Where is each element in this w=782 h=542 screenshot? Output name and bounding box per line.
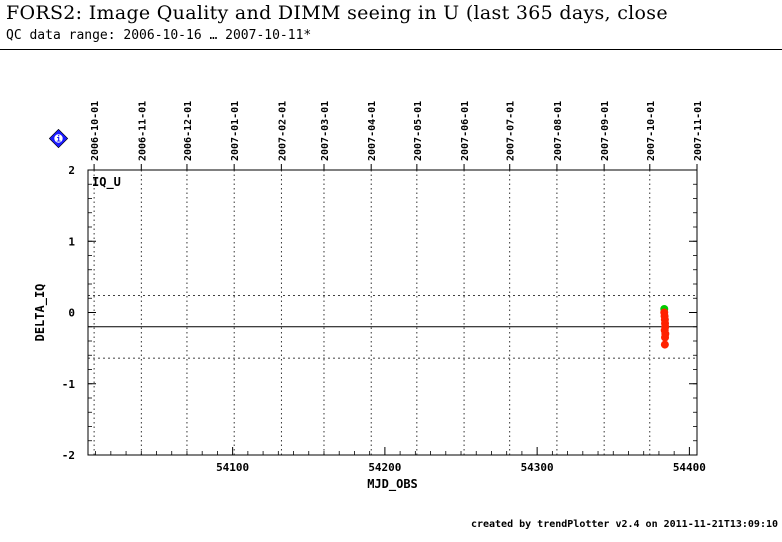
panel-label: IQ_U bbox=[92, 175, 121, 190]
date-tick-label: 2006-10-01 bbox=[90, 101, 101, 161]
date-tick-label: 2007-11-01 bbox=[693, 101, 704, 161]
plot-frame bbox=[87, 169, 698, 456]
info-glyph: i bbox=[56, 134, 61, 144]
data-point bbox=[661, 333, 670, 342]
page-subtitle: QC data range: 2006-10-16 … 2007-10-11* bbox=[6, 28, 312, 43]
reference-lines bbox=[88, 294, 697, 359]
y-tick-label: 1 bbox=[68, 235, 75, 248]
footer-credit: created by trendPlotter v2.4 on 2011-11-… bbox=[470, 519, 778, 530]
date-tick-label: 2007-08-01 bbox=[553, 101, 564, 161]
info-diamond-icon[interactable]: i bbox=[48, 128, 69, 149]
date-tick-label: 2006-12-01 bbox=[183, 101, 194, 161]
y-tick-label: 0 bbox=[68, 307, 75, 320]
page-title: FORS2: Image Quality and DIMM seeing in … bbox=[6, 2, 668, 24]
date-tick-label: 2007-06-01 bbox=[460, 101, 471, 161]
y-axis-label: DELTA_IQ bbox=[33, 284, 48, 342]
x-tick-label: 54400 bbox=[673, 461, 706, 474]
date-tick-label: 2007-04-01 bbox=[367, 101, 378, 161]
date-tick-label: 2007-10-01 bbox=[646, 101, 657, 161]
x-axis-label: MJD_OBS bbox=[367, 477, 418, 492]
title-divider bbox=[0, 49, 782, 50]
y-tick-label: -1 bbox=[62, 378, 76, 391]
date-tick-label: 2007-03-01 bbox=[320, 101, 331, 161]
x-tick-label: 54200 bbox=[368, 461, 401, 474]
date-tick-label: 2006-11-01 bbox=[137, 101, 148, 161]
month-grid bbox=[93, 170, 651, 455]
y-tick-label: 2 bbox=[68, 164, 75, 177]
date-tick-label: 2007-02-01 bbox=[277, 101, 288, 161]
x-tick-label: 54300 bbox=[521, 461, 554, 474]
data-points bbox=[660, 304, 670, 349]
date-tick-label: 2007-07-01 bbox=[506, 101, 517, 161]
date-tick-label: 2007-09-01 bbox=[600, 101, 611, 161]
date-tick-label: 2007-01-01 bbox=[230, 101, 241, 161]
date-tick-label: 2007-05-01 bbox=[413, 101, 424, 161]
y-tick-label: -2 bbox=[62, 449, 75, 462]
axes: 2006-10-01 2006-11-01 2006-12-01 2007-01-01… bbox=[62, 101, 706, 474]
data-point bbox=[660, 340, 669, 349]
x-tick-label: 54100 bbox=[216, 461, 249, 474]
